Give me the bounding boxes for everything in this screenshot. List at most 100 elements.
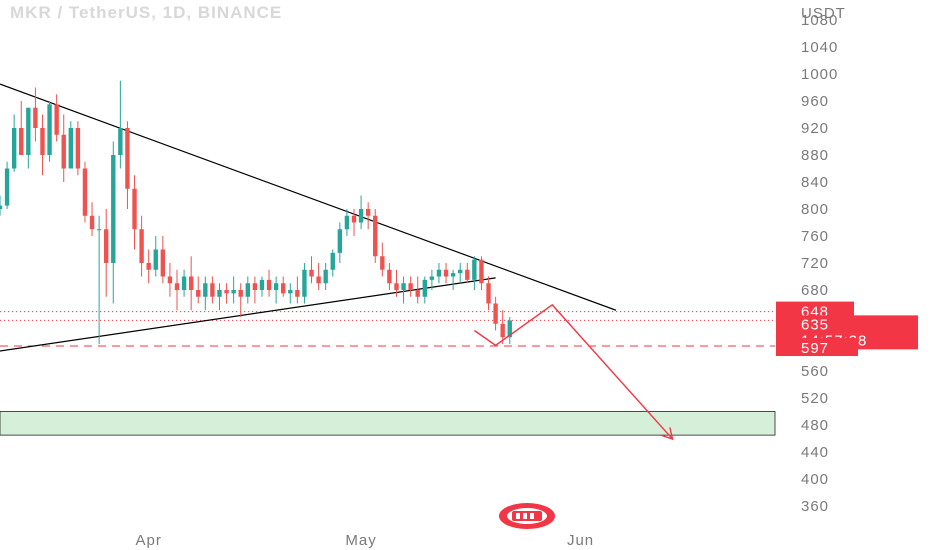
candle-body bbox=[344, 215, 350, 230]
candle-body bbox=[281, 283, 286, 294]
candle-body bbox=[125, 128, 130, 189]
candle-body bbox=[330, 252, 335, 270]
candle bbox=[273, 276, 279, 304]
candle bbox=[500, 310, 505, 344]
candle bbox=[196, 276, 201, 304]
candle bbox=[351, 209, 357, 236]
candle-body bbox=[429, 276, 435, 280]
candle-body bbox=[104, 229, 109, 263]
candle bbox=[450, 269, 456, 290]
candle-body bbox=[40, 128, 45, 155]
candle bbox=[281, 276, 286, 297]
y-tick-label: 680 bbox=[801, 282, 829, 299]
candle bbox=[231, 276, 236, 304]
candle-body bbox=[443, 269, 449, 277]
candle bbox=[146, 249, 151, 284]
candle-body bbox=[259, 279, 265, 290]
candle-body bbox=[358, 209, 364, 223]
candle bbox=[0, 195, 3, 216]
candle bbox=[47, 101, 52, 162]
candle bbox=[217, 283, 222, 311]
candle-body bbox=[401, 283, 406, 290]
price-badges: 64863514:57:28597 bbox=[776, 301, 918, 357]
candle-body bbox=[394, 283, 399, 290]
y-tick-label: 400 bbox=[801, 471, 829, 488]
candle-body bbox=[139, 229, 144, 263]
current-price-label: 635 bbox=[801, 316, 829, 333]
chart-title: MKR / TetherUS, 1D, BINANCE bbox=[10, 3, 282, 22]
candlestick-series bbox=[0, 80, 512, 344]
trendline-1[interactable] bbox=[0, 83, 617, 311]
y-tick-label: 920 bbox=[801, 120, 829, 137]
candle-body bbox=[273, 283, 279, 290]
candle-body bbox=[316, 276, 321, 284]
candle bbox=[465, 263, 470, 284]
candle bbox=[401, 276, 406, 304]
candle bbox=[458, 263, 463, 284]
candle bbox=[507, 317, 512, 344]
candle bbox=[111, 141, 116, 304]
candle bbox=[33, 87, 38, 142]
candle-body bbox=[458, 269, 463, 274]
candle bbox=[26, 107, 31, 169]
candle bbox=[238, 283, 243, 317]
y-tick-label: 560 bbox=[801, 363, 829, 380]
candle-body bbox=[408, 283, 413, 290]
trendline-2[interactable] bbox=[0, 277, 496, 354]
candle bbox=[19, 101, 24, 155]
y-tick-label: 800 bbox=[801, 201, 829, 218]
candle bbox=[380, 242, 385, 277]
candle-body bbox=[26, 107, 31, 155]
candle bbox=[486, 276, 491, 311]
currency-label: USDT bbox=[801, 5, 846, 22]
candle-body bbox=[224, 290, 229, 294]
x-tick-label: May bbox=[345, 532, 376, 549]
badge-597 bbox=[776, 338, 858, 357]
time-axis[interactable]: Apr May Jun bbox=[136, 532, 595, 549]
candle bbox=[443, 263, 449, 284]
candle bbox=[203, 276, 208, 311]
candle-body bbox=[203, 283, 208, 297]
candle-body bbox=[19, 128, 24, 155]
candle bbox=[96, 215, 102, 344]
candle bbox=[472, 256, 477, 290]
candle bbox=[82, 161, 88, 223]
candle bbox=[54, 94, 59, 142]
price-axis[interactable]: 360 400 440 480 520 560 680 720 760 800 840 880 920 9… bbox=[801, 12, 838, 515]
candle-body bbox=[245, 283, 250, 297]
candle-body bbox=[4, 168, 10, 206]
candle bbox=[75, 121, 81, 176]
candle-body bbox=[309, 269, 314, 277]
candle-body bbox=[68, 128, 73, 169]
candle-body bbox=[500, 323, 505, 338]
candle-body bbox=[486, 283, 491, 304]
candle bbox=[323, 263, 328, 290]
candle-body bbox=[465, 269, 470, 280]
candle-body bbox=[0, 205, 3, 209]
candle-body bbox=[507, 320, 512, 338]
candle-body bbox=[380, 256, 385, 270]
candle-body bbox=[493, 303, 498, 324]
y-tick-label: 760 bbox=[801, 228, 829, 245]
candle bbox=[415, 276, 420, 304]
y-tick-label: 1080 bbox=[801, 12, 838, 29]
candle-body bbox=[181, 276, 187, 290]
candle-body bbox=[472, 259, 477, 280]
y-tick-label: 960 bbox=[801, 93, 829, 110]
candle bbox=[408, 276, 413, 297]
candle bbox=[4, 161, 10, 209]
candle-body bbox=[266, 279, 272, 290]
candle-body bbox=[217, 290, 222, 297]
badge-648 bbox=[776, 301, 854, 320]
y-tick-label: 480 bbox=[801, 417, 829, 434]
candle bbox=[309, 256, 314, 284]
candle bbox=[11, 114, 17, 172]
candle-body bbox=[132, 188, 137, 230]
projection-path[interactable] bbox=[473, 303, 674, 440]
candle-body bbox=[210, 283, 215, 297]
candle-body bbox=[96, 229, 102, 231]
candle-body bbox=[387, 269, 392, 284]
support-zone[interactable] bbox=[0, 411, 776, 436]
candle bbox=[89, 202, 95, 236]
